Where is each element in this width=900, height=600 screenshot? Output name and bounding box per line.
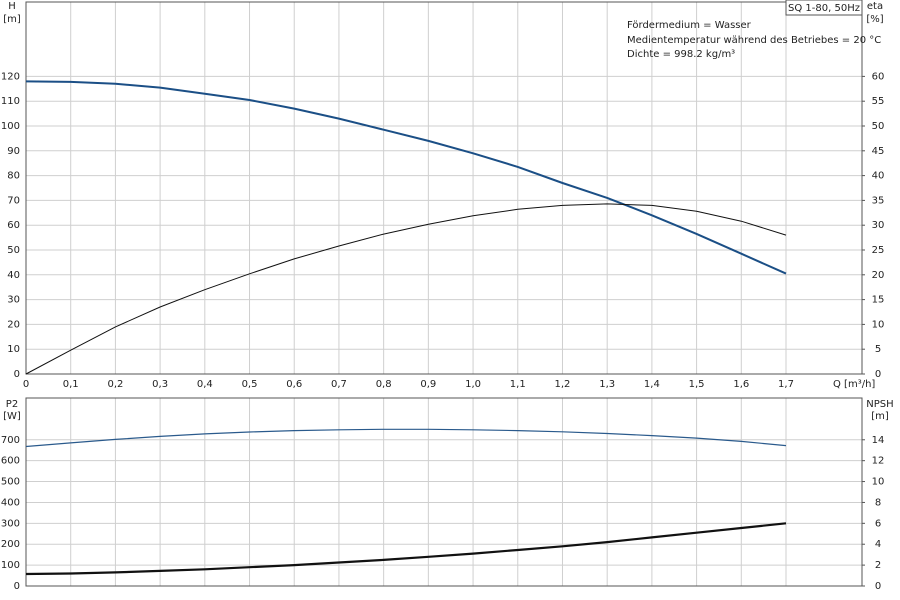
- curve: [25, 80, 787, 275]
- x-axis-label: Q [m³/h]: [833, 379, 875, 390]
- x-tick-label: 0,2: [107, 379, 123, 390]
- x-tick-label: 0,6: [286, 379, 302, 390]
- y-tick-label: 700: [1, 435, 20, 446]
- y-tick-label: 10: [7, 344, 20, 355]
- y2-tick-label: 0: [875, 369, 881, 380]
- y2-tick-label: 35: [872, 195, 885, 206]
- y-tick-label: 0: [14, 369, 20, 380]
- curve: [25, 203, 787, 375]
- y2-tick-label: 10: [872, 319, 885, 330]
- y2-tick-label: 15: [872, 295, 885, 306]
- x-tick-label: 0,9: [420, 379, 436, 390]
- x-tick-label: 0,7: [331, 379, 347, 390]
- y2-tick-label: 2: [875, 560, 881, 571]
- x-tick-label: 1,2: [555, 379, 571, 390]
- x-tick-label: 0,3: [152, 379, 168, 390]
- y-tick-label: 30: [7, 295, 20, 306]
- curve: [25, 428, 787, 448]
- annotation: Dichte = 998.2 kg/m³: [627, 49, 735, 60]
- x-tick-label: 0,8: [376, 379, 392, 390]
- y2-tick-label: 50: [872, 121, 885, 132]
- x-tick-label: 0,5: [242, 379, 258, 390]
- y2-tick-label: 30: [872, 220, 885, 231]
- annotation: Fördermedium = Wasser: [627, 20, 752, 31]
- x-tick-label: 1,7: [778, 379, 794, 390]
- x-tick-label: 1,4: [644, 379, 660, 390]
- top-frame: [25, 1, 863, 375]
- y2-tick-label: 10: [872, 477, 885, 488]
- y-axis-label: P2: [6, 399, 18, 410]
- y2-axis-unit: [m]: [871, 411, 889, 422]
- x-tick-label: 0,4: [197, 379, 213, 390]
- y2-axis-label: NPSH: [866, 399, 893, 410]
- y2-tick-label: 8: [875, 497, 881, 508]
- y-tick-label: 300: [1, 518, 20, 529]
- y2-tick-label: 25: [872, 245, 885, 256]
- y2-tick-label: 55: [872, 96, 885, 107]
- y2-tick-label: 12: [872, 456, 885, 467]
- y-tick-label: 70: [7, 195, 20, 206]
- bottom-frame: [25, 397, 863, 587]
- y2-tick-label: 20: [872, 270, 885, 281]
- y-tick-label: 60: [7, 220, 20, 231]
- y-tick-label: 600: [1, 456, 20, 467]
- annotation: Medientemperatur während des Betriebes =…: [627, 35, 881, 46]
- y2-tick-label: 60: [872, 71, 885, 82]
- y2-axis-label: eta: [867, 1, 883, 12]
- y-tick-label: 20: [7, 319, 20, 330]
- x-tick-label: 1,1: [510, 379, 526, 390]
- y2-axis-unit: [%]: [866, 14, 883, 25]
- title-box: [785, 0, 863, 16]
- y-tick-label: 40: [7, 270, 20, 281]
- y2-tick-label: 40: [872, 171, 885, 182]
- y-tick-label: 90: [7, 146, 20, 157]
- y2-tick-label: 45: [872, 146, 885, 157]
- y-tick-label: 110: [1, 96, 20, 107]
- x-tick-label: 0: [23, 379, 29, 390]
- y-axis-unit: [W]: [3, 411, 21, 422]
- x-tick-label: 1,5: [689, 379, 705, 390]
- y-tick-label: 100: [1, 121, 20, 132]
- y-tick-label: 100: [1, 560, 20, 571]
- y-axis-unit: [m]: [3, 14, 21, 25]
- y-axis-label: H: [8, 1, 16, 12]
- chart-title: SQ 1-80, 50Hz: [788, 3, 860, 14]
- y-tick-label: 400: [1, 497, 20, 508]
- y2-tick-label: 5: [875, 344, 881, 355]
- y-tick-label: 80: [7, 171, 20, 182]
- curve: [25, 522, 787, 576]
- y2-tick-label: 14: [872, 435, 885, 446]
- y2-tick-label: 6: [875, 518, 881, 529]
- x-tick-label: 1,6: [733, 379, 749, 390]
- y-tick-label: 50: [7, 245, 20, 256]
- y-tick-label: 120: [1, 71, 20, 82]
- x-tick-label: 0,1: [63, 379, 79, 390]
- x-tick-label: 1,0: [465, 379, 481, 390]
- x-tick-label: 1,3: [599, 379, 615, 390]
- y-tick-label: 500: [1, 477, 20, 488]
- y-tick-label: 200: [1, 539, 20, 550]
- y-tick-label: 0: [14, 581, 20, 592]
- y2-tick-label: 4: [875, 539, 881, 550]
- y2-tick-label: 0: [875, 581, 881, 592]
